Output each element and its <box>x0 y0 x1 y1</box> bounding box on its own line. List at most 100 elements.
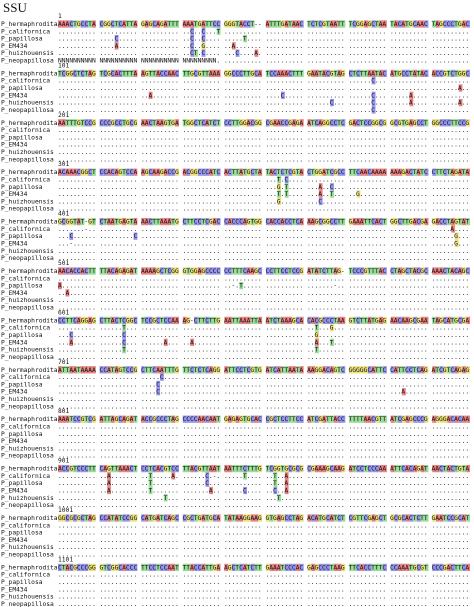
base-highlight <box>114 42 119 50</box>
base-highlight <box>443 415 448 423</box>
base-highlight <box>152 168 157 176</box>
base-highlight <box>156 267 161 275</box>
base-highlight <box>254 415 259 423</box>
base-highlight <box>273 20 278 28</box>
sequence: .......-.. .......... .......... .......… <box>58 226 469 233</box>
base-highlight <box>360 20 365 28</box>
base-highlight <box>409 98 414 107</box>
base-highlight <box>152 366 157 374</box>
base-highlight <box>235 267 240 275</box>
block-start: 301 <box>58 161 70 168</box>
base-highlight <box>144 415 149 423</box>
species-name: P_EM434 <box>1 92 28 99</box>
base-highlight <box>281 69 285 78</box>
base-highlight <box>447 316 452 325</box>
base-highlight <box>228 168 232 176</box>
base-highlight <box>228 366 232 374</box>
base-highlight <box>284 20 289 28</box>
base-highlight <box>88 464 93 473</box>
base-highlight <box>148 472 153 480</box>
base-highlight <box>447 119 452 127</box>
base-highlight <box>330 168 334 176</box>
base-highlight <box>341 20 346 28</box>
base-highlight <box>462 316 467 325</box>
sequence: .......... .......... ..A....... .......… <box>58 92 469 99</box>
base-highlight <box>458 20 463 28</box>
base-highlight <box>360 267 365 275</box>
base-highlight <box>315 20 319 28</box>
base-highlight <box>466 119 471 127</box>
base-highlight <box>379 69 384 78</box>
base-highlight <box>451 464 455 473</box>
base-highlight <box>88 415 93 423</box>
base-highlight <box>110 217 115 226</box>
base-highlight <box>451 69 455 78</box>
sequence: .......... .......... .......... .......… <box>58 601 469 607</box>
base-highlight <box>61 217 66 226</box>
base-highlight <box>228 267 232 275</box>
base-highlight <box>466 464 471 473</box>
base-highlight <box>160 514 164 522</box>
base-highlight <box>99 464 104 473</box>
base-highlight <box>458 69 463 78</box>
base-highlight <box>398 316 402 325</box>
base-highlight <box>73 168 77 176</box>
base-highlight <box>186 316 191 325</box>
base-highlight <box>152 69 157 78</box>
base-highlight <box>311 119 316 127</box>
base-highlight <box>307 119 312 127</box>
base-highlight <box>413 119 418 127</box>
species-name: P_californica <box>1 78 50 85</box>
base-highlight <box>417 514 421 522</box>
base-highlight <box>118 267 123 275</box>
base-highlight <box>315 415 319 423</box>
base-highlight <box>364 267 368 275</box>
base-highlight <box>326 464 331 473</box>
sequence: .......... .......... .......... .......… <box>58 85 469 92</box>
base-highlight <box>224 514 229 522</box>
base-highlight <box>356 190 361 198</box>
base-highlight <box>405 217 410 226</box>
base-highlight <box>61 415 66 423</box>
base-highlight <box>375 514 380 522</box>
base-highlight <box>243 563 247 572</box>
base-highlight <box>315 324 319 332</box>
base-highlight <box>349 514 353 522</box>
base-highlight <box>228 464 232 473</box>
base-highlight <box>398 514 402 522</box>
base-highlight <box>356 514 361 522</box>
base-highlight <box>243 472 247 480</box>
base-highlight <box>144 168 149 176</box>
base-highlight <box>76 267 81 275</box>
base-highlight <box>167 217 172 226</box>
species-name: P_huizhouensis <box>1 396 54 403</box>
base-highlight <box>405 464 410 473</box>
base-highlight <box>443 69 448 78</box>
base-highlight <box>296 563 300 572</box>
base-highlight <box>356 464 361 473</box>
base-highlight <box>371 168 376 176</box>
base-highlight <box>239 366 244 374</box>
base-highlight <box>337 168 342 176</box>
sequence: .......... .......... .......... .......… <box>58 586 469 593</box>
base-highlight <box>383 168 387 176</box>
base-highlight <box>288 119 293 127</box>
base-highlight <box>141 119 145 127</box>
base-highlight <box>80 415 85 423</box>
base-highlight <box>364 514 368 522</box>
base-highlight <box>277 168 282 176</box>
base-highlight <box>299 316 304 325</box>
base-highlight <box>148 415 153 423</box>
base-highlight <box>118 366 123 374</box>
base-highlight <box>454 366 459 374</box>
base-highlight <box>129 563 134 572</box>
base-highlight <box>231 464 236 473</box>
base-highlight <box>103 69 108 78</box>
base-highlight <box>333 267 338 275</box>
base-highlight <box>163 20 168 28</box>
base-highlight <box>375 267 380 275</box>
base-highlight <box>401 119 406 127</box>
base-highlight <box>171 168 176 176</box>
base-highlight <box>243 168 247 176</box>
